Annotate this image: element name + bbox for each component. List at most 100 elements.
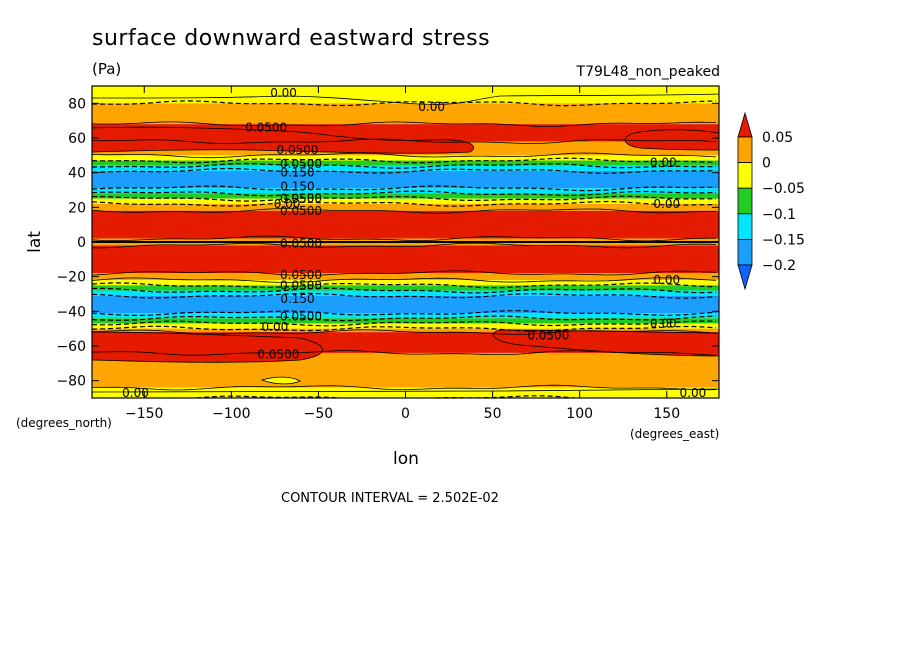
contour-label: 0.150	[280, 180, 314, 194]
contour-label: 0.0500	[280, 192, 322, 206]
contour-label: 0.0500	[280, 310, 322, 324]
y-tick-label: 0	[77, 235, 86, 251]
contour-label: 0.0500	[280, 204, 322, 218]
contour-label: 0.00	[653, 273, 680, 287]
contour-label: 0.0500	[277, 143, 319, 157]
x-tick-label: 50	[484, 406, 502, 422]
zonal-band	[92, 280, 719, 286]
red-patch-northwest	[92, 126, 474, 154]
y-tick-label: −60	[56, 339, 86, 355]
contour-label: 0.00	[122, 386, 149, 400]
negative-contour	[92, 320, 717, 327]
zonal-band	[92, 318, 719, 324]
positive-contour	[92, 138, 717, 145]
zonal-band	[92, 313, 719, 319]
x-tick-label: 0	[401, 406, 410, 422]
zonal-band	[92, 193, 719, 199]
y-tick-label: 40	[68, 166, 86, 182]
negative-contour	[92, 157, 717, 164]
contour-label: 0.0500	[280, 278, 322, 292]
contour-label: 0.00	[270, 86, 297, 100]
contour-label: 0.0500	[280, 268, 322, 282]
colorbar-segment	[737, 213, 753, 240]
zonal-band	[92, 198, 719, 204]
y-tick-label: 60	[68, 131, 86, 147]
dataset-label: T79L48_non_peaked	[576, 64, 720, 80]
x-tick-label: 150	[653, 406, 680, 422]
zonal-band	[92, 328, 719, 333]
zonal-band	[92, 273, 719, 281]
contour-label: 0.00	[653, 197, 680, 211]
zonal-band	[92, 323, 719, 329]
contour-label: 0.00	[650, 155, 677, 169]
contour-label: 0.00	[680, 386, 707, 400]
units-label: (Pa)	[92, 60, 121, 78]
negative-contour	[92, 325, 717, 332]
contour-label: 0.150	[280, 166, 314, 180]
zonal-band	[92, 103, 719, 125]
positive-contour	[92, 350, 717, 356]
contour-lines	[92, 100, 719, 398]
x-units-label: (degrees_east)	[630, 427, 719, 441]
contour-label: 0.0500	[280, 237, 322, 251]
y-tick-label: −40	[56, 304, 86, 320]
negative-contour	[92, 200, 716, 207]
contour-label: 0.0500	[280, 157, 322, 171]
contour-label: 0.0500	[245, 121, 287, 135]
positive-contour	[92, 329, 717, 335]
colorbar-segment	[737, 187, 753, 215]
yellow-patch-north	[92, 86, 719, 105]
contour-label: 0.00	[418, 100, 445, 114]
x-tick-label: −100	[212, 406, 250, 422]
y-tick-label: −80	[56, 374, 86, 390]
colorbar: 0.05 0 −0.05 −0.1 −0.15 −0.2	[737, 111, 805, 291]
red-patch-southwest	[92, 331, 323, 363]
contour-interval-note: CONTOUR INTERVAL = 2.502E-02	[281, 491, 499, 506]
negative-contour	[92, 163, 717, 169]
y-axis: −80 −60 −40 −20 0 20 40 60 80	[56, 96, 719, 390]
contour-label: 0.00	[274, 197, 301, 211]
colorbar-label: −0.1	[762, 207, 796, 223]
zonal-band	[92, 203, 719, 211]
x-axis: −150 −100 −50 0 50 100 150	[125, 86, 680, 422]
colorbar-label: −0.2	[762, 258, 796, 274]
x-tick-label: −50	[304, 406, 334, 422]
zonal-band	[92, 245, 719, 274]
colorbar-label: 0.05	[762, 130, 793, 146]
y-units-label: (degrees_north)	[16, 416, 112, 430]
positive-contour	[92, 121, 717, 127]
zonal-band	[92, 295, 719, 314]
negative-contour	[92, 100, 717, 107]
negative-contour	[92, 292, 717, 299]
positive-contour	[92, 242, 717, 249]
positive-contour	[92, 384, 717, 391]
positive-contour	[92, 235, 716, 242]
zonal-band	[92, 210, 719, 239]
colorbar-label: 0	[762, 156, 771, 172]
red-patch-northeast	[624, 129, 719, 151]
zonal-band	[92, 170, 719, 189]
colorbar-segment	[737, 136, 753, 164]
negative-contour	[92, 315, 717, 322]
negative-contour	[92, 185, 717, 192]
colorbar-label: −0.15	[762, 232, 805, 248]
zonal-band	[92, 290, 719, 296]
contour-label: 0.0500	[527, 329, 569, 343]
contour-label: 0.0500	[257, 348, 299, 362]
contour-label: 0.00	[650, 316, 677, 330]
y-tick-label: 20	[68, 200, 86, 216]
y-tick-label: −20	[56, 270, 86, 286]
colorbar-label: −0.05	[762, 181, 805, 197]
colorbar-segment	[737, 162, 753, 189]
positive-contour	[92, 277, 717, 283]
x-tick-label: 100	[566, 406, 593, 422]
positive-contour	[92, 270, 717, 276]
x-axis-label: lon	[393, 449, 419, 469]
negative-contour	[92, 282, 717, 289]
y-axis-label: lat	[25, 231, 45, 253]
x-tick-label: −150	[125, 406, 163, 422]
yellow-patch-small	[260, 376, 301, 385]
plot-area: 0.000.000.05000.05000.05000.1500.1500.05…	[91, 85, 720, 400]
